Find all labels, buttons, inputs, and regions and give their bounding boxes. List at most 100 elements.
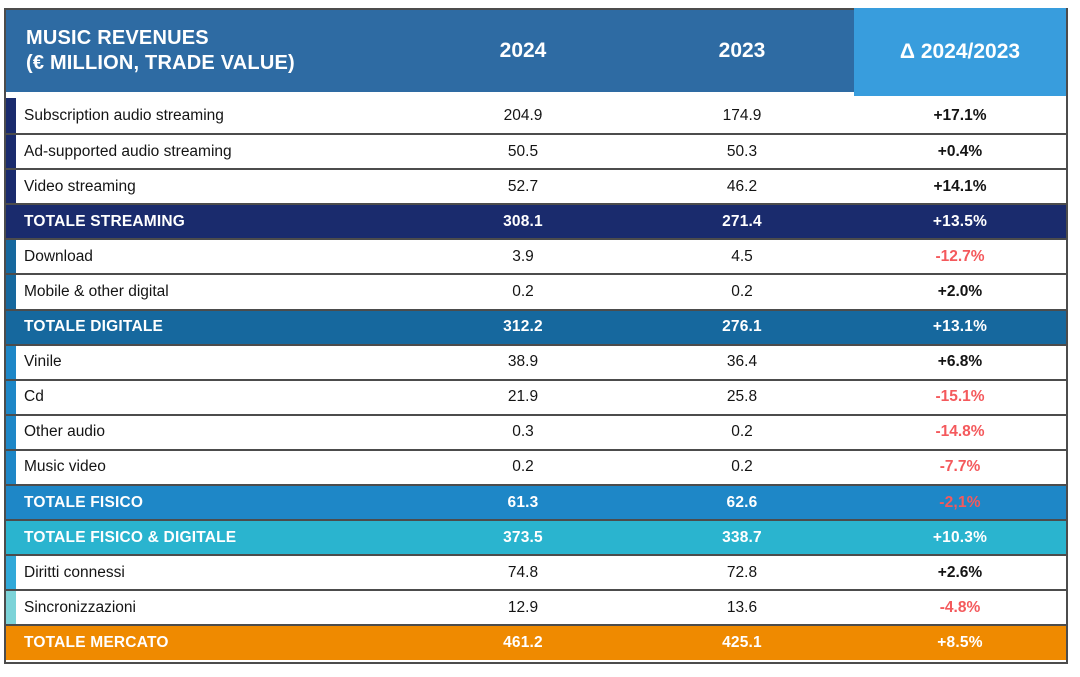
table-row: Subscription audio streaming 204.9 174.9…	[6, 98, 1066, 134]
delta-value: -2,1%	[939, 493, 981, 511]
table-title-line1: MUSIC REVENUES	[26, 27, 209, 49]
table-row: Music video 0.2 0.2 -7.7%	[6, 448, 1066, 485]
column-header-delta: Δ 2024/2023	[854, 8, 1066, 96]
delta-value: +0.4%	[937, 142, 983, 160]
value-2023: 271.4	[722, 212, 762, 230]
delta-value: +13.1%	[932, 318, 988, 336]
row-label: Vinile	[24, 353, 62, 371]
value-2024: 3.9	[512, 247, 534, 265]
value-2023: 174.9	[722, 106, 762, 124]
delta-value: +8.5%	[937, 633, 983, 651]
section-accent-strip	[6, 450, 16, 485]
table-row: Mobile & other digital 0.2 0.2 +2.0%	[6, 273, 1066, 309]
table-row: Cd 21.9 25.8 -15.1%	[6, 378, 1066, 414]
delta-value: +10.3%	[932, 528, 988, 546]
value-2023: 72.8	[726, 563, 758, 581]
section-accent-strip	[6, 521, 16, 554]
section-accent-strip	[6, 626, 16, 659]
table-row: Other audio 0.3 0.2 -14.8%	[6, 413, 1066, 449]
value-2024: 0.2	[512, 283, 534, 301]
value-2024: 52.7	[507, 177, 539, 195]
section-accent-strip	[6, 345, 16, 379]
section-accent-strip	[6, 275, 16, 309]
row-label: Ad-supported audio streaming	[24, 142, 232, 160]
row-label: TOTALE FISICO	[24, 493, 144, 511]
value-2023: 25.8	[726, 388, 758, 406]
value-2024: 12.9	[507, 598, 539, 616]
table-title-line2: (€ MILLION, TRADE VALUE)	[26, 52, 295, 74]
row-label: TOTALE FISICO & DIGITALE	[24, 528, 237, 546]
music-revenues-table: MUSIC REVENUES (€ MILLION, TRADE VALUE) …	[4, 8, 1068, 664]
section-accent-strip	[6, 205, 16, 238]
table-row: Vinile 38.9 36.4 +6.8%	[6, 343, 1066, 379]
value-2023: 4.5	[731, 247, 753, 265]
value-2024: 61.3	[507, 493, 539, 511]
delta-value: -7.7%	[939, 458, 981, 476]
value-2024: 461.2	[503, 633, 543, 651]
value-2024: 373.5	[503, 528, 543, 546]
delta-value: -14.8%	[935, 423, 985, 441]
section-accent-strip	[6, 311, 16, 344]
value-2023: 36.4	[726, 353, 758, 371]
value-2024: 38.9	[507, 353, 539, 371]
row-label: Mobile & other digital	[24, 283, 169, 301]
row-label: Other audio	[24, 423, 105, 441]
row-label: TOTALE DIGITALE	[24, 318, 164, 336]
row-label: Subscription audio streaming	[24, 106, 224, 124]
value-2023: 338.7	[722, 528, 762, 546]
delta-value: -15.1%	[935, 388, 985, 406]
value-2024: 0.2	[512, 458, 534, 476]
row-label: Sincronizzazioni	[24, 598, 136, 616]
table-row: Ad-supported audio streaming 50.5 50.3 +…	[6, 133, 1066, 169]
section-accent-strip	[6, 380, 16, 414]
value-2024: 74.8	[507, 563, 539, 581]
value-2023: 50.3	[726, 142, 758, 160]
section-accent-strip	[6, 135, 16, 169]
value-2024: 204.9	[503, 106, 543, 124]
value-2023: 276.1	[722, 318, 762, 336]
section-accent-strip	[6, 486, 16, 519]
row-label: Download	[24, 247, 93, 265]
column-header-2024: 2024	[416, 10, 630, 92]
delta-value: +6.8%	[937, 353, 983, 371]
value-2023: 425.1	[722, 633, 762, 651]
table-row: TOTALE DIGITALE 312.2 276.1 +13.1%	[6, 308, 1066, 344]
value-2023: 13.6	[726, 598, 758, 616]
row-label: TOTALE MERCATO	[24, 633, 169, 651]
value-2024: 50.5	[507, 142, 539, 160]
row-label: TOTALE STREAMING	[24, 212, 186, 230]
table-row: Download 3.9 4.5 -12.7%	[6, 238, 1066, 274]
delta-value: +14.1%	[933, 177, 987, 195]
delta-value: +2.6%	[937, 563, 983, 581]
row-label: Video streaming	[24, 177, 136, 195]
delta-value: +13.5%	[932, 212, 988, 230]
table-row: TOTALE FISICO 61.3 62.6 -2,1%	[6, 484, 1066, 520]
section-accent-strip	[6, 415, 16, 449]
column-header-2023: 2023	[630, 10, 854, 92]
value-2024: 0.3	[512, 423, 534, 441]
section-accent-strip	[6, 591, 16, 625]
table-body: Subscription audio streaming 204.9 174.9…	[6, 98, 1066, 660]
delta-value: +17.1%	[933, 106, 987, 124]
section-accent-strip	[6, 98, 16, 134]
value-2023: 0.2	[731, 458, 753, 476]
table-row: TOTALE MERCATO 461.2 425.1 +8.5%	[6, 624, 1066, 660]
section-accent-strip	[6, 556, 16, 590]
delta-value: -12.7%	[935, 247, 985, 265]
table-title: MUSIC REVENUES (€ MILLION, TRADE VALUE)	[6, 10, 416, 92]
section-accent-strip	[6, 240, 16, 274]
row-label: Diritti connessi	[24, 563, 125, 581]
table-row: Sincronizzazioni 12.9 13.6 -4.8%	[6, 589, 1066, 625]
row-label: Cd	[24, 388, 44, 406]
delta-value: +2.0%	[937, 283, 983, 301]
value-2024: 312.2	[503, 318, 543, 336]
value-2024: 308.1	[503, 212, 543, 230]
table-row: TOTALE FISICO & DIGITALE 373.5 338.7 +10…	[6, 519, 1066, 555]
table-row: Video streaming 52.7 46.2 +14.1%	[6, 168, 1066, 204]
table-row: TOTALE STREAMING 308.1 271.4 +13.5%	[6, 203, 1066, 239]
value-2023: 0.2	[731, 423, 753, 441]
section-accent-strip	[6, 170, 16, 204]
table-header: MUSIC REVENUES (€ MILLION, TRADE VALUE) …	[6, 8, 1066, 96]
value-2024: 21.9	[507, 388, 539, 406]
table-row: Diritti connessi 74.8 72.8 +2.6%	[6, 554, 1066, 590]
